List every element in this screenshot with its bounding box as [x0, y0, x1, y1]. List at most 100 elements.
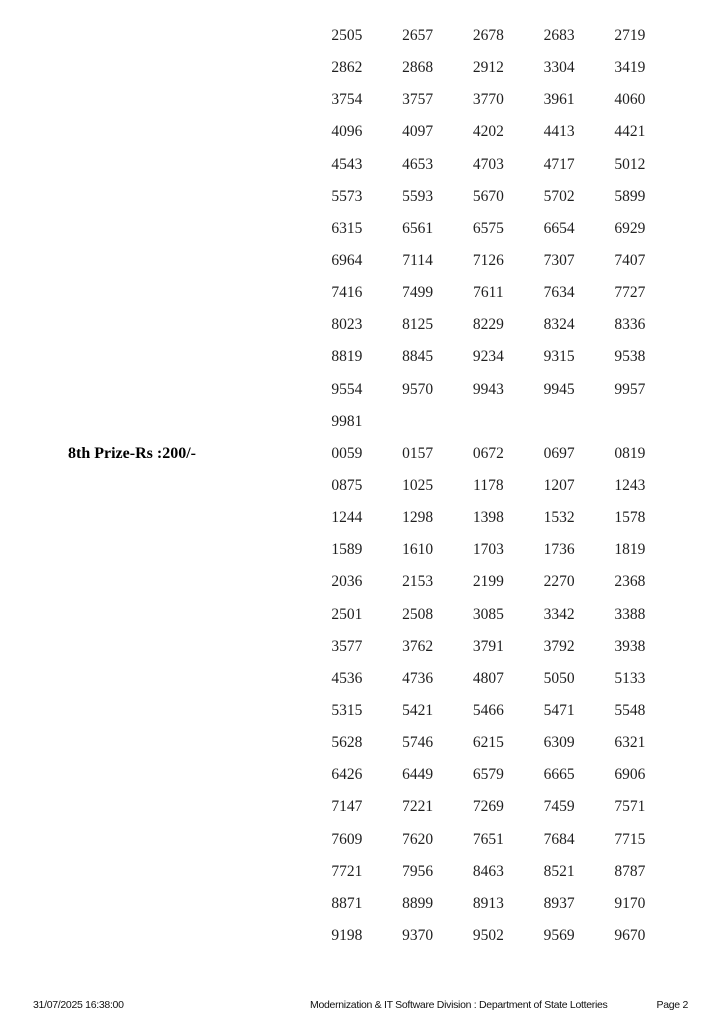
prize-number: 4413 — [543, 123, 575, 141]
prize-number: 7221 — [402, 798, 434, 816]
prize-number: 7459 — [543, 798, 575, 816]
prize-number: 8845 — [402, 348, 434, 366]
prize-number: 7126 — [472, 252, 504, 270]
prize-number: 5012 — [614, 155, 646, 173]
prize-number: 4717 — [543, 155, 575, 173]
prize-number: 0697 — [543, 444, 575, 462]
prize-number: 1819 — [614, 541, 646, 559]
prize-row: 6964 7114 7126 7307 7407 — [0, 245, 724, 277]
prize-number: 4096 — [331, 123, 363, 141]
prize-number: 4736 — [402, 669, 434, 687]
prize-number: 9943 — [472, 380, 504, 398]
prize-number: 3388 — [614, 605, 646, 623]
prize-number: 7147 — [331, 798, 363, 816]
prize-row: 6426 6449 6579 6665 6906 — [0, 759, 724, 791]
prize-number: 0875 — [331, 477, 363, 495]
prize-number: 2508 — [402, 605, 434, 623]
footer-division-text: Modernization & IT Software Division : D… — [310, 999, 608, 1011]
prize-number: 2678 — [472, 27, 504, 45]
prize-number: 5628 — [331, 734, 363, 752]
prize-row: 4543 4653 4703 4717 5012 — [0, 149, 724, 181]
prize-number: 5548 — [614, 702, 646, 720]
prize-number: 1025 — [402, 477, 434, 495]
prize-number: 8125 — [402, 316, 434, 334]
prize-row: 2862 2868 2912 3304 3419 — [0, 52, 724, 84]
prize-number: 7651 — [472, 830, 504, 848]
prize-number: 0672 — [472, 444, 504, 462]
prize-number: 6906 — [614, 766, 646, 784]
prize-number: 5133 — [614, 669, 646, 687]
prize-number: 9981 — [331, 412, 363, 430]
prize-number: 4807 — [472, 669, 504, 687]
prize-number: 3577 — [331, 637, 363, 655]
prize-number: 1736 — [543, 541, 575, 559]
prize-number: 5670 — [472, 187, 504, 205]
prize-number: 7571 — [614, 798, 646, 816]
prize-number: 6929 — [614, 219, 646, 237]
prize-number: 7416 — [331, 284, 363, 302]
prize-number: 3754 — [331, 91, 363, 109]
prize-row: 7416 7499 7611 7634 7727 — [0, 277, 724, 309]
prize-number: 8819 — [331, 348, 363, 366]
footer-datetime: 31/07/2025 16:38:00 — [33, 999, 124, 1011]
prize-number: 8787 — [614, 862, 646, 880]
prize-number: 6579 — [472, 766, 504, 784]
prize-number: 7407 — [614, 252, 646, 270]
prize-number: 9569 — [543, 927, 575, 944]
prize-number: 1610 — [402, 541, 434, 559]
prize-number: 1703 — [472, 541, 504, 559]
prize-number: 1244 — [331, 509, 363, 527]
prize-row: 1244 1298 1398 1532 1578 — [0, 502, 724, 534]
prize-number: 3757 — [402, 91, 434, 109]
prize-number: 7956 — [402, 862, 434, 880]
prize-number: 8521 — [543, 862, 575, 880]
prize-number: 8937 — [543, 894, 575, 912]
prize-number: 7715 — [614, 830, 646, 848]
prize-number: 8899 — [402, 894, 434, 912]
prize-number: 1243 — [614, 477, 646, 495]
prize-number: 4097 — [402, 123, 434, 141]
prize-row: 9981 — [0, 406, 724, 438]
prize-row: 5628 5746 6215 6309 6321 — [0, 727, 724, 759]
prize-number: 5471 — [543, 702, 575, 720]
prize-number: 9957 — [614, 380, 646, 398]
prize-number: 8871 — [331, 894, 363, 912]
prize-number: 7609 — [331, 830, 363, 848]
prize-row: 2036 2153 2199 2270 2368 — [0, 566, 724, 598]
prize-number: 2505 — [331, 27, 363, 45]
prize-row: 1589 1610 1703 1736 1819 — [0, 534, 724, 566]
prize-number: 1589 — [331, 541, 363, 559]
prize-number: 5315 — [331, 702, 363, 720]
prize-number: 4421 — [614, 123, 646, 141]
prize-results-table: 2505 2657 2678 2683 2719 2862 2868 2912 3304 3419… — [0, 20, 724, 952]
prize-row: 9198 9370 9502 9569 9670 — [0, 920, 724, 952]
prize-number: 2683 — [543, 27, 575, 45]
prize-number: 1398 — [472, 509, 504, 527]
prize-number: 6964 — [331, 252, 363, 270]
prize-number: 7114 — [402, 252, 433, 270]
prize-number: 6309 — [543, 734, 575, 752]
prize-number: 1207 — [543, 477, 575, 495]
prize-number: 7499 — [402, 284, 434, 302]
prize-row: 4096 4097 4202 4413 4421 — [0, 116, 724, 148]
prize-number: 0157 — [402, 444, 434, 462]
prize-number: 9502 — [472, 927, 504, 944]
prize-row: 5573 5593 5670 5702 5899 — [0, 181, 724, 213]
prize-number: 5050 — [543, 669, 575, 687]
prize-number: 0059 — [331, 444, 363, 462]
prize-row: 0875 1025 1178 1207 1243 — [0, 470, 724, 502]
prize-number: 2199 — [472, 573, 504, 591]
prize-number: 2270 — [543, 573, 575, 591]
prize-row: 7721 7956 8463 8521 8787 — [0, 856, 724, 888]
prize-number: 7611 — [473, 284, 504, 302]
prize-number: 3085 — [472, 605, 504, 623]
prize-row: 8th Prize-Rs :200/- 0059 0157 0672 0697 0819 — [0, 438, 724, 470]
prize-number: 1578 — [614, 509, 646, 527]
prize-number: 7684 — [543, 830, 575, 848]
prize-number: 4536 — [331, 669, 363, 687]
prize-number: 6449 — [402, 766, 434, 784]
prize-number: 7721 — [331, 862, 363, 880]
prize-number: 5702 — [543, 187, 575, 205]
prize-number: 4060 — [614, 91, 646, 109]
